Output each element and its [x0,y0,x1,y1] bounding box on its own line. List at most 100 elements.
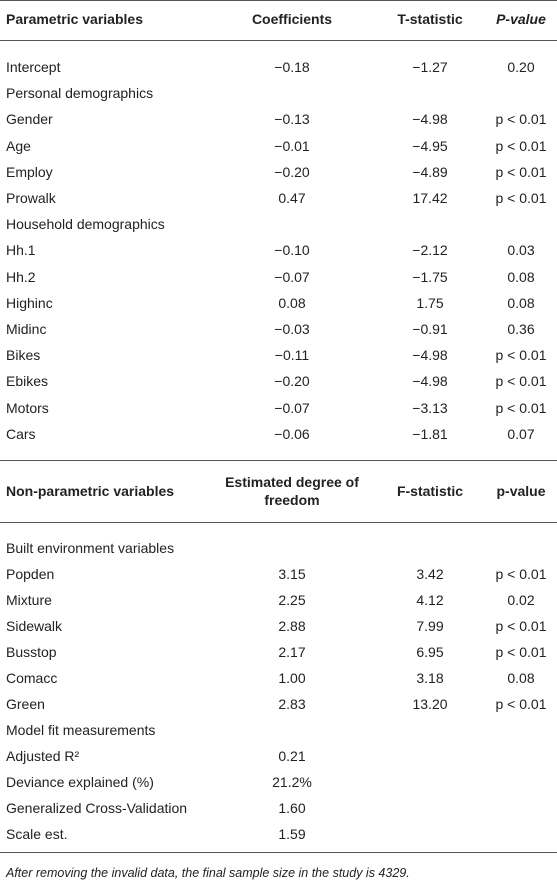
cell: 1.00 [278,670,306,686]
row-label: Generalized Cross-Validation [6,800,188,816]
row-label: Green [6,696,45,712]
cell: 4.12 [416,592,444,608]
row-label: Popden [6,566,55,582]
cell: 0.08 [507,670,535,686]
row-label: Cars [6,425,36,442]
row-label: Prowalk [6,190,56,206]
header-cell: T-statistic [397,11,463,27]
rule [0,522,557,523]
row-label: Comacc [6,670,58,686]
rule [0,0,557,1]
cell: p < 0.01 [495,696,547,712]
row-label: Bikes [6,347,41,364]
row-label: Ebikes [6,373,49,390]
cell: 6.95 [416,644,444,660]
cell: 3.18 [416,670,444,686]
cell: 2.88 [278,618,306,634]
row-label: Hh.1 [6,242,36,259]
cell: 0.47 [278,190,306,206]
cell: p < 0.01 [495,163,547,180]
row-label: Sidewalk [6,618,63,634]
cell: 3.42 [416,566,444,582]
row-label: Mixture [6,592,52,608]
cell: p < 0.01 [495,566,547,582]
cell: 2.83 [278,696,306,712]
header-cell: Coefficients [251,11,333,27]
cell: −4.98 [412,347,448,364]
cell: −2.12 [412,242,448,259]
cell: −0.07 [274,399,310,416]
cell: −0.91 [412,321,448,337]
cell: p < 0.01 [495,111,547,128]
cell: p < 0.01 [495,373,547,390]
cell: −0.06 [274,425,310,442]
footnote: After removing the invalid data, the fin… [6,866,410,880]
cell: 0.02 [507,592,535,608]
cell: 17.42 [412,190,448,206]
cell: −0.11 [274,347,310,364]
cell: 0.08 [507,294,535,311]
cell: −0.20 [274,163,310,180]
cell: p < 0.01 [495,618,547,634]
row-label: Intercept [6,59,61,75]
row-label: Household demographics [6,216,165,233]
cell: 2.17 [278,644,306,660]
cell: 0.20 [507,59,535,75]
cell: −0.01 [274,137,310,154]
row-label: Deviance explained (%) [6,774,154,790]
header-cell: Parametric variables [6,11,143,27]
cell: −0.20 [274,373,310,390]
cell: −0.18 [274,59,310,75]
row-label: Hh.2 [6,268,36,285]
cell: 0.03 [507,242,535,259]
cell: −1.81 [412,425,448,442]
header-cell: Estimated degree of freedom [225,474,359,508]
row-label: Scale est. [6,826,68,842]
row-label: Personal demographics [6,85,154,102]
header-cell: p-value [496,483,546,499]
cell: −4.89 [412,163,448,180]
row-label: Highinc [6,294,53,311]
cell: p < 0.01 [495,644,547,660]
cell: −3.13 [412,399,448,416]
cell: −4.98 [412,111,448,128]
cell: p < 0.01 [495,347,547,364]
cell: −1.75 [412,268,448,285]
row-label: Model fit measurements [6,722,156,738]
cell: 0.36 [507,321,535,337]
row-label: Built environment variables [6,540,175,556]
cell: −0.13 [274,111,310,128]
cell: 0.21 [278,748,306,764]
cell: 1.59 [278,826,306,842]
row-label: Adjusted R² [6,748,80,764]
row-label: Employ [6,163,53,180]
rule [0,40,557,41]
cell: 0.08 [507,268,535,285]
row-label: Busstop [6,644,57,660]
cell: p < 0.01 [495,137,547,154]
cell: 2.25 [278,592,306,608]
row-label: Gender [6,111,53,128]
row-label: Midinc [6,321,47,337]
cell: −0.10 [274,242,310,259]
cell: −4.98 [412,373,448,390]
row-label: Age [6,137,31,154]
cell: 7.99 [416,618,444,634]
row-label: Motors [6,399,49,416]
cell: −1.27 [412,59,448,75]
cell: 0.08 [278,294,306,311]
header-cell: Non-parametric variables [6,483,175,499]
rule [0,460,557,461]
cell: 13.20 [412,696,448,712]
cell: 1.75 [416,294,444,311]
rule [0,852,557,853]
cell: −0.07 [274,268,310,285]
cell: p < 0.01 [495,190,547,206]
cell: 21.2% [272,774,312,790]
cell: 0.07 [507,425,535,442]
header-cell: F-statistic [396,483,464,499]
cell: −0.03 [274,321,310,337]
cell: −4.95 [412,137,448,154]
cell: 3.15 [278,566,306,582]
